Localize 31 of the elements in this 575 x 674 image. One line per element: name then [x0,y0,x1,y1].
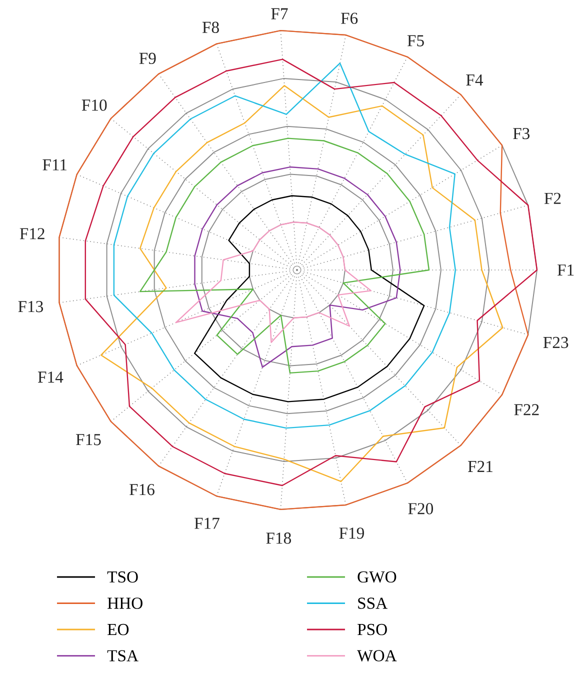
spoke-label: F17 [194,518,220,529]
spoke-label: F19 [339,528,364,539]
legend-label: EO [108,624,129,636]
spoke-label: F8 [202,22,219,34]
spoke-label: F10 [82,100,107,111]
spoke-label: F6 [340,12,358,24]
spoke-label: F2 [544,192,561,204]
spoke-label: F18 [266,532,291,544]
legend-label: TSO [107,571,138,583]
spoke-label: F12 [20,228,44,240]
legend-label: TSA [107,650,138,662]
legend-label: HHO [108,598,142,609]
spoke-label: F22 [514,404,539,416]
legend-label: PSO [358,624,387,636]
spoke-label: F20 [408,503,434,514]
legend-label: WOA [357,650,397,662]
spoke-label: F21 [468,460,492,472]
legend-label: GWO [358,571,396,583]
spoke-label: F9 [139,52,156,64]
spoke-label: F4 [466,74,484,86]
spoke-label: F16 [130,484,154,496]
spoke-label: F1 [557,264,574,276]
spoke-label: F23 [543,336,568,348]
legend-label: SSA [358,598,388,609]
spoke-label: F14 [38,372,64,383]
spoke-label: F5 [407,35,424,46]
spoke-label: F7 [271,8,288,20]
spoke-label: F15 [76,434,101,446]
spoke-label: F3 [513,128,530,140]
spoke-label: F13 [18,300,44,312]
spoke-label: F11 [42,159,67,170]
